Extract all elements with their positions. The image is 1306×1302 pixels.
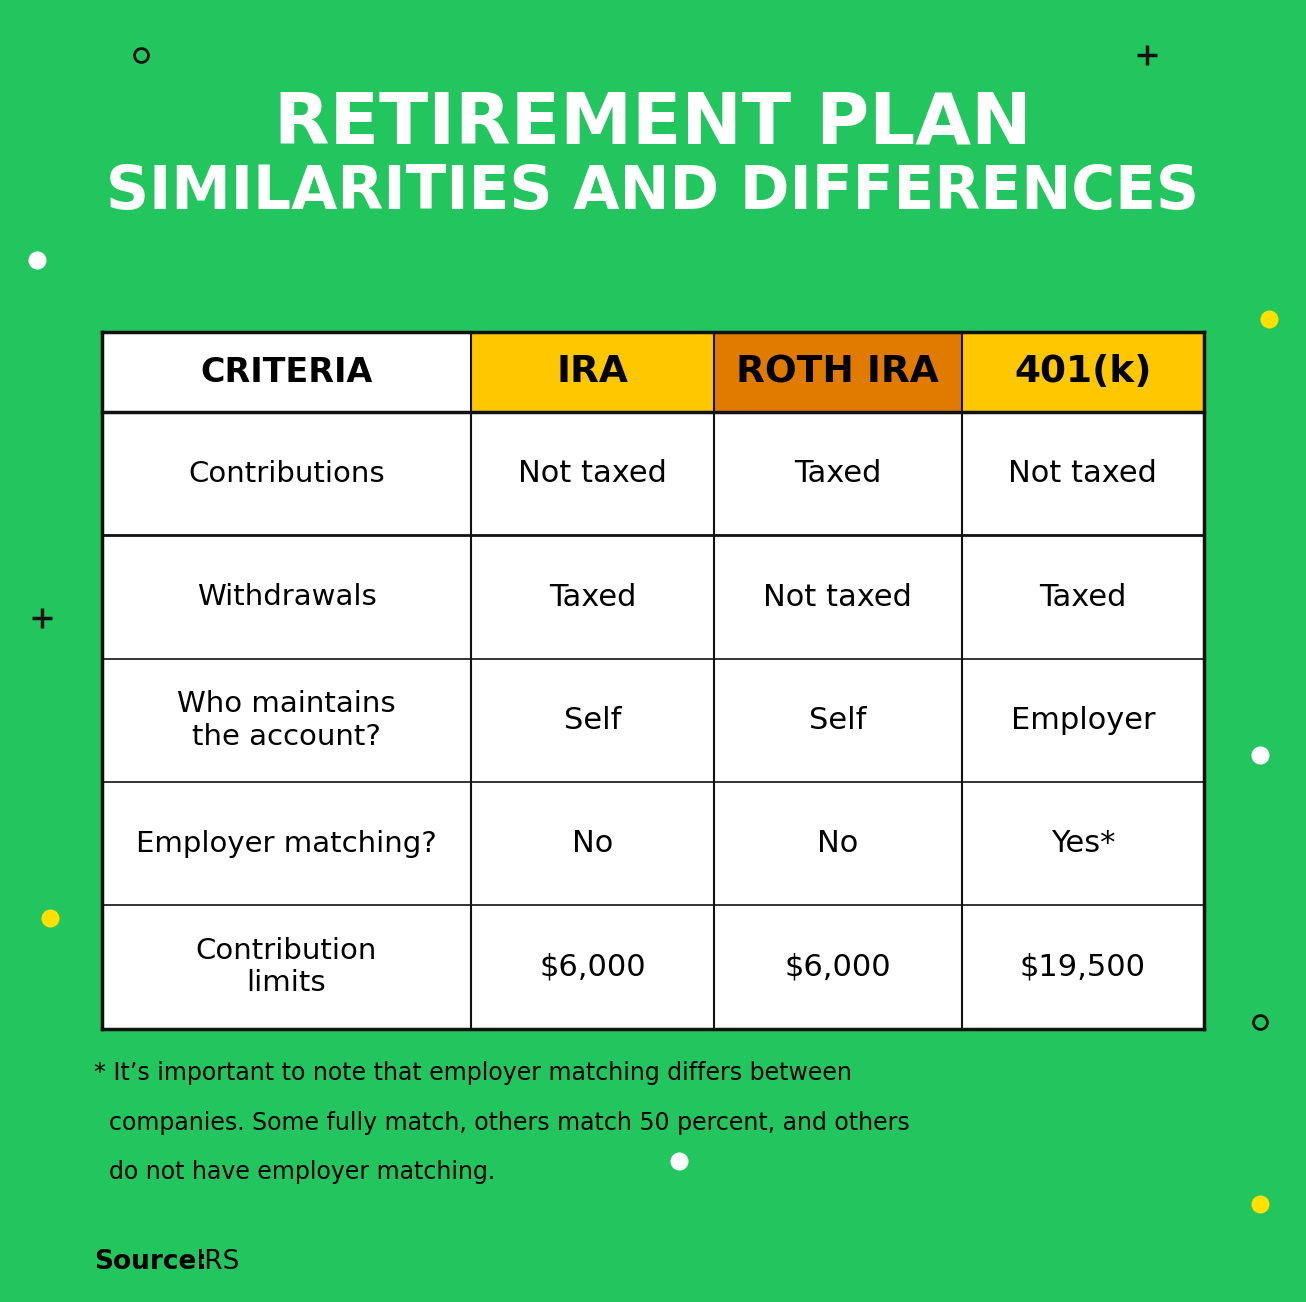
- Text: Withdrawals: Withdrawals: [197, 583, 376, 611]
- Text: IRA: IRA: [556, 354, 628, 391]
- Text: $19,500: $19,500: [1020, 953, 1145, 982]
- Text: Yes*: Yes*: [1051, 829, 1115, 858]
- Text: RETIREMENT PLAN: RETIREMENT PLAN: [274, 90, 1032, 158]
- Text: Employer matching?: Employer matching?: [136, 829, 438, 858]
- Text: * It’s important to note that employer matching differs between: * It’s important to note that employer m…: [94, 1061, 852, 1085]
- Bar: [102, 332, 471, 413]
- Bar: [713, 332, 961, 413]
- Text: Who maintains
the account?: Who maintains the account?: [178, 690, 396, 750]
- Text: Self: Self: [808, 706, 866, 734]
- Text: $6,000: $6,000: [539, 953, 645, 982]
- Text: Contributions: Contributions: [188, 460, 385, 488]
- Text: SIMILARITIES AND DIFFERENCES: SIMILARITIES AND DIFFERENCES: [107, 163, 1199, 223]
- Text: Taxed: Taxed: [794, 460, 882, 488]
- Text: No: No: [818, 829, 858, 858]
- Text: Source:: Source:: [94, 1249, 208, 1275]
- Text: CRITERIA: CRITERIA: [200, 355, 372, 388]
- Text: Taxed: Taxed: [1040, 582, 1127, 612]
- Text: Not taxed: Not taxed: [1008, 460, 1157, 488]
- Text: Taxed: Taxed: [549, 582, 636, 612]
- Bar: [471, 332, 713, 413]
- Text: companies. Some fully match, others match 50 percent, and others: companies. Some fully match, others matc…: [94, 1111, 910, 1134]
- Text: Not taxed: Not taxed: [518, 460, 667, 488]
- Text: Not taxed: Not taxed: [763, 582, 912, 612]
- Text: Employer: Employer: [1011, 706, 1156, 734]
- Text: No: No: [572, 829, 613, 858]
- Text: ROTH IRA: ROTH IRA: [737, 354, 939, 391]
- Text: Contribution
limits: Contribution limits: [196, 936, 377, 997]
- Text: do not have employer matching.: do not have employer matching.: [94, 1160, 495, 1184]
- Text: IRS: IRS: [188, 1249, 239, 1275]
- Text: 401(k): 401(k): [1015, 354, 1152, 391]
- Text: Self: Self: [564, 706, 622, 734]
- Bar: [102, 332, 1204, 1029]
- Text: $6,000: $6,000: [785, 953, 891, 982]
- Bar: [961, 332, 1204, 413]
